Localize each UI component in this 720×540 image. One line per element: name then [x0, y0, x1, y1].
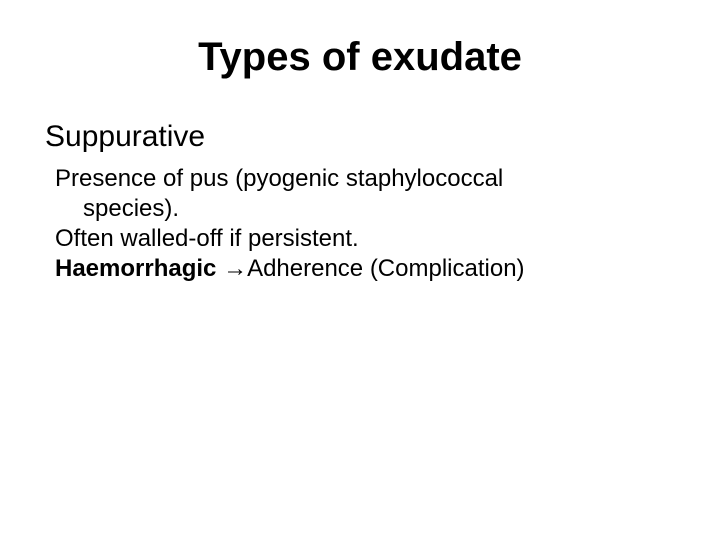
body-line-3-rest: Adherence (Complication) — [247, 255, 524, 282]
body-line-1b: species). — [83, 194, 675, 224]
body-line-3: Haemorrhagic →Adherence (Complication) — [55, 254, 675, 284]
arrow-icon: → — [223, 255, 247, 282]
body-line-1a: Presence of pus (pyogenic staphylococcal — [55, 164, 675, 194]
slide-title: Types of exudate — [45, 35, 675, 80]
slide-subheading: Suppurative — [45, 120, 675, 154]
slide-body: Presence of pus (pyogenic staphylococcal… — [55, 164, 675, 284]
body-line-3-bold: Haemorrhagic — [55, 255, 223, 282]
body-line-2: Often walled-off if persistent. — [55, 224, 675, 254]
